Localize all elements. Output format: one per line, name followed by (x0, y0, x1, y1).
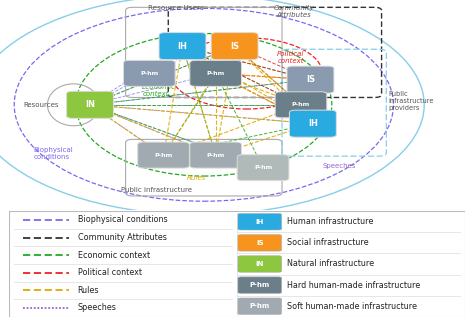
Text: P-hm: P-hm (254, 165, 272, 170)
Text: Soft human-made infrastructure: Soft human-made infrastructure (287, 302, 417, 311)
Text: Social infrastructure: Social infrastructure (287, 238, 369, 247)
Text: Rules: Rules (187, 175, 207, 181)
FancyBboxPatch shape (275, 92, 327, 118)
Text: Economic context: Economic context (78, 251, 150, 260)
Text: P-hm: P-hm (250, 303, 270, 309)
FancyBboxPatch shape (190, 142, 242, 168)
FancyBboxPatch shape (123, 60, 175, 86)
FancyBboxPatch shape (238, 277, 282, 293)
Text: IS: IS (230, 42, 239, 51)
Text: P-hm: P-hm (155, 153, 173, 158)
FancyBboxPatch shape (238, 256, 282, 272)
Text: Public
infrastructure
providers: Public infrastructure providers (389, 91, 434, 111)
Text: Biophysical
conditions: Biophysical conditions (33, 147, 73, 160)
Text: Political
context: Political context (277, 51, 305, 64)
Text: IH: IH (308, 119, 318, 128)
FancyBboxPatch shape (159, 33, 206, 60)
FancyBboxPatch shape (137, 142, 189, 168)
Text: Community Attributes: Community Attributes (78, 233, 166, 242)
FancyBboxPatch shape (238, 213, 282, 230)
Text: IS: IS (306, 75, 315, 84)
Text: Rules: Rules (78, 286, 99, 295)
Text: Economic
context: Economic context (142, 84, 176, 97)
Text: IS: IS (256, 240, 264, 246)
FancyBboxPatch shape (190, 60, 242, 86)
Text: IH: IH (255, 219, 264, 225)
FancyBboxPatch shape (238, 235, 282, 251)
FancyBboxPatch shape (287, 66, 334, 93)
Text: Hard human-made infrastructure: Hard human-made infrastructure (287, 281, 420, 290)
FancyBboxPatch shape (289, 110, 336, 137)
FancyBboxPatch shape (238, 298, 282, 315)
FancyBboxPatch shape (237, 155, 289, 181)
Text: P-hm: P-hm (140, 71, 158, 76)
Text: Resources: Resources (24, 102, 59, 108)
Text: Public infrastructure: Public infrastructure (121, 187, 192, 193)
Text: P-hm: P-hm (292, 102, 310, 107)
Text: P-hm: P-hm (250, 282, 270, 288)
Text: P-hm: P-hm (207, 71, 225, 76)
Text: Human infrastructure: Human infrastructure (287, 217, 374, 226)
Text: Community
Attributes: Community Attributes (273, 5, 314, 18)
Text: Biophysical conditions: Biophysical conditions (78, 215, 167, 225)
Text: Natural infrastructure: Natural infrastructure (287, 260, 374, 268)
Text: Speeches: Speeches (322, 164, 356, 170)
Text: Speeches: Speeches (78, 303, 117, 313)
Text: IH: IH (178, 42, 187, 51)
Text: P-hm: P-hm (207, 153, 225, 158)
FancyBboxPatch shape (211, 33, 258, 60)
FancyBboxPatch shape (66, 91, 113, 118)
Text: IN: IN (255, 261, 264, 267)
Text: Political context: Political context (78, 268, 142, 277)
Text: Resource Users: Resource Users (147, 5, 203, 11)
Text: IN: IN (85, 100, 95, 109)
